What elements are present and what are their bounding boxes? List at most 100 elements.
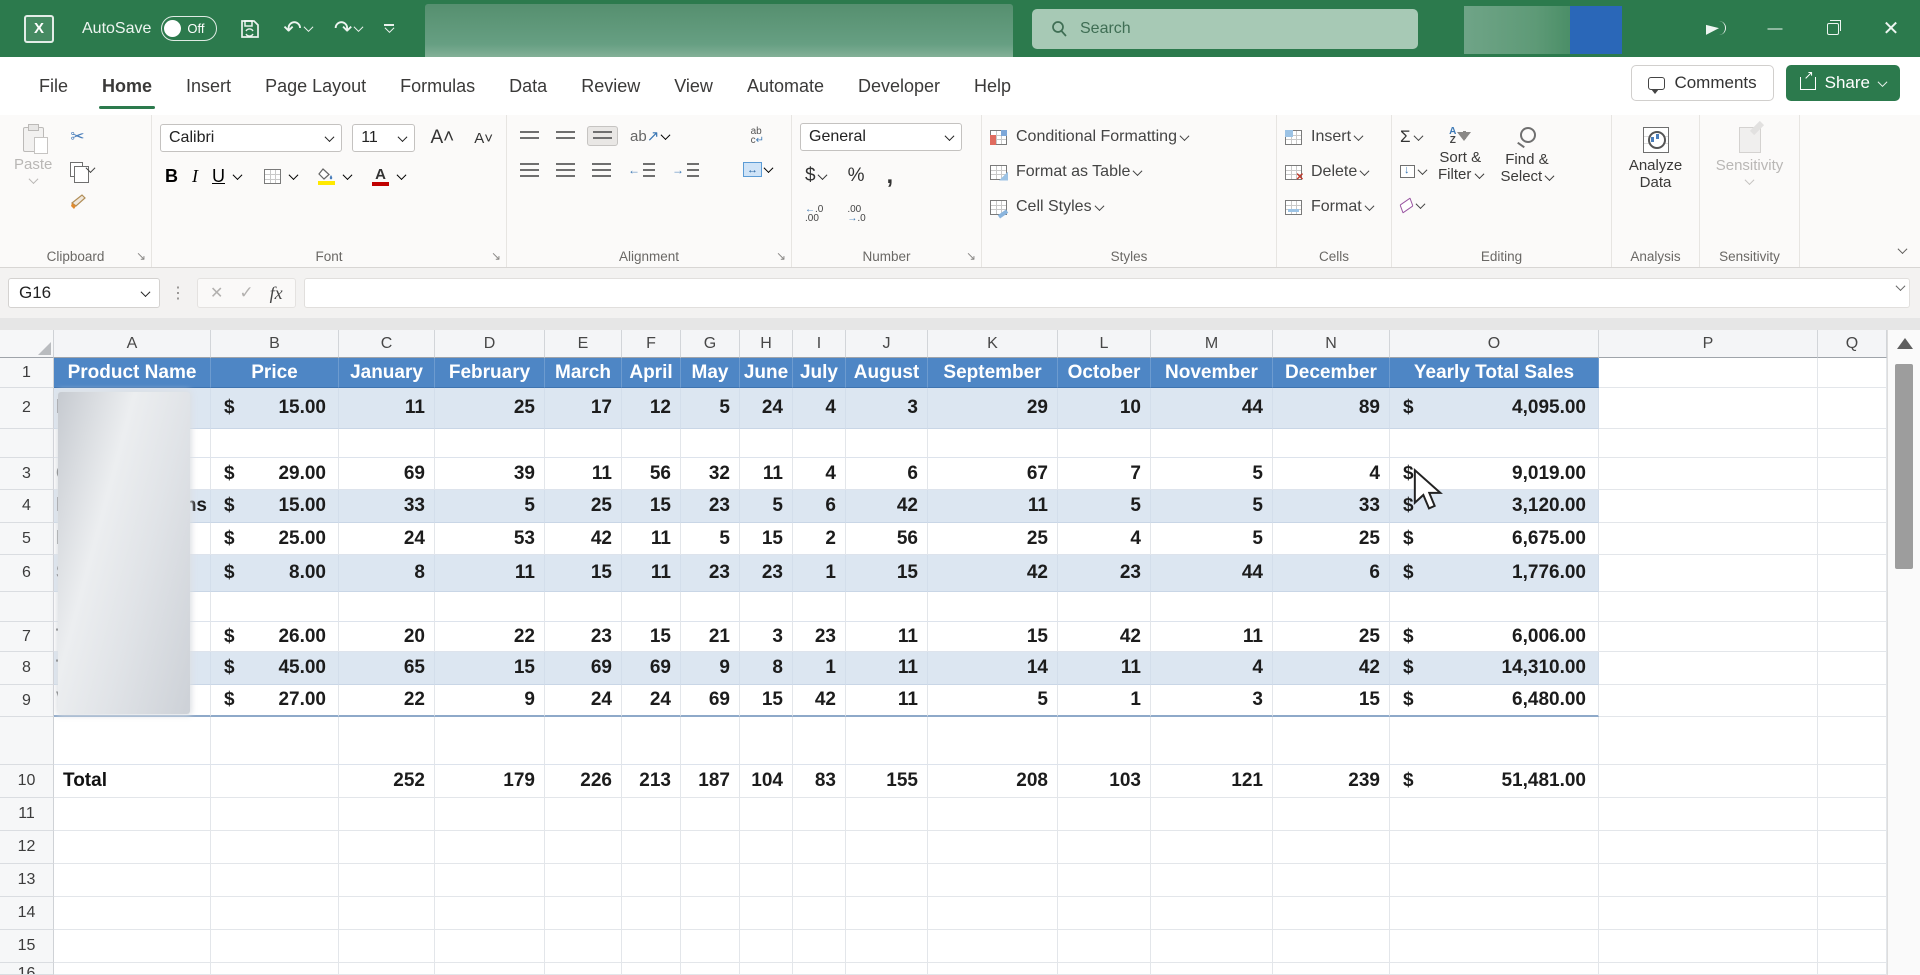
font-color-button[interactable]: A: [367, 164, 394, 190]
cell-H7[interactable]: 3: [740, 622, 793, 652]
cell-L2[interactable]: 10: [1058, 388, 1151, 429]
cell-H[interactable]: [740, 864, 793, 897]
cell-Q[interactable]: [1818, 555, 1887, 592]
cell-M10[interactable]: 121: [1151, 765, 1273, 798]
cell-B[interactable]: [211, 864, 339, 897]
cell-D9[interactable]: 9: [435, 685, 545, 717]
column-header-N[interactable]: N: [1273, 330, 1390, 358]
cell-M[interactable]: [1151, 963, 1273, 975]
cell-L[interactable]: [1058, 930, 1151, 963]
cell-K2[interactable]: 29: [928, 388, 1058, 429]
cell-L[interactable]: [1058, 897, 1151, 930]
middle-align-button[interactable]: [551, 127, 580, 145]
cell-B3[interactable]: $29.00: [211, 458, 339, 490]
maximize-restore-button[interactable]: [1804, 0, 1862, 57]
cell-N[interactable]: [1273, 864, 1390, 897]
cell-F4[interactable]: 15: [622, 490, 681, 523]
cell-Q[interactable]: [1818, 388, 1887, 429]
cell-F[interactable]: [622, 592, 681, 622]
cell-A[interactable]: [54, 831, 211, 864]
cell-L7[interactable]: 42: [1058, 622, 1151, 652]
cell-D[interactable]: [435, 930, 545, 963]
cell-D8[interactable]: 15: [435, 652, 545, 685]
enter-button[interactable]: ✓: [239, 283, 254, 302]
cell-Q[interactable]: [1818, 930, 1887, 963]
cell-D4[interactable]: 5: [435, 490, 545, 523]
decrease-decimal-button[interactable]: .00 →.0: [842, 201, 870, 227]
cell-O[interactable]: [1390, 429, 1599, 458]
row-number[interactable]: [0, 429, 54, 458]
conditional-formatting-button[interactable]: Conditional Formatting: [990, 125, 1190, 149]
cell-A10[interactable]: Total: [54, 765, 211, 798]
cell-K4[interactable]: 11: [928, 490, 1058, 523]
cell-K7[interactable]: 15: [928, 622, 1058, 652]
cell-D[interactable]: [435, 798, 545, 831]
row-number[interactable]: 7: [0, 622, 54, 652]
cell-K8[interactable]: 14: [928, 652, 1058, 685]
cell-C[interactable]: [339, 963, 435, 975]
autosave-control[interactable]: AutoSave Off: [82, 16, 218, 41]
delete-cells-button[interactable]: Delete: [1285, 160, 1373, 184]
cell-N[interactable]: [1273, 592, 1390, 622]
cell-I[interactable]: [793, 963, 846, 975]
cell-E[interactable]: [545, 429, 622, 458]
cell-O[interactable]: [1390, 963, 1599, 975]
cell-D10[interactable]: 179: [435, 765, 545, 798]
cell-F10[interactable]: 213: [622, 765, 681, 798]
cell-N[interactable]: [1273, 831, 1390, 864]
cell-B[interactable]: [211, 798, 339, 831]
cell-F[interactable]: [622, 864, 681, 897]
cell-I4[interactable]: 6: [793, 490, 846, 523]
increase-font-size-button[interactable]: A˄: [430, 127, 455, 148]
cell-C[interactable]: [339, 429, 435, 458]
cell-K5[interactable]: 25: [928, 523, 1058, 555]
cell-P[interactable]: [1599, 429, 1818, 458]
comma-style-button[interactable]: ,: [886, 162, 894, 189]
cell-L[interactable]: [1058, 717, 1151, 765]
cell-J6[interactable]: 15: [846, 555, 928, 592]
search-input[interactable]: Search: [1032, 9, 1418, 49]
cell-Q[interactable]: [1818, 592, 1887, 622]
header-cell-J1[interactable]: August: [846, 358, 928, 388]
cell-N[interactable]: [1273, 798, 1390, 831]
cell-G3[interactable]: 32: [681, 458, 740, 490]
cell-C7[interactable]: 20: [339, 622, 435, 652]
cell-K[interactable]: [928, 717, 1058, 765]
row-number[interactable]: 11: [0, 798, 54, 831]
cell-L5[interactable]: 4: [1058, 523, 1151, 555]
cell-J10[interactable]: 155: [846, 765, 928, 798]
cell-D7[interactable]: 22: [435, 622, 545, 652]
cell-E[interactable]: [545, 930, 622, 963]
cell-G[interactable]: [681, 930, 740, 963]
cell-C[interactable]: [339, 930, 435, 963]
cell-C[interactable]: [339, 897, 435, 930]
cell-B9[interactable]: $27.00: [211, 685, 339, 717]
cell-H[interactable]: [740, 963, 793, 975]
cell-E5[interactable]: 42: [545, 523, 622, 555]
tab-review[interactable]: Review: [581, 75, 641, 96]
cell-J[interactable]: [846, 864, 928, 897]
cell-C[interactable]: [339, 864, 435, 897]
autosum-button[interactable]: Σ: [1400, 125, 1426, 149]
cell-L6[interactable]: 23: [1058, 555, 1151, 592]
column-header-B[interactable]: B: [211, 330, 339, 358]
minimize-button[interactable]: —: [1767, 20, 1783, 37]
cell-J7[interactable]: 11: [846, 622, 928, 652]
cell-Q[interactable]: [1818, 963, 1887, 975]
cell-J[interactable]: [846, 930, 928, 963]
cell-H[interactable]: [740, 930, 793, 963]
cell-H8[interactable]: 8: [740, 652, 793, 685]
scroll-up-arrow-icon[interactable]: [1897, 338, 1913, 349]
cell-Q[interactable]: [1818, 864, 1887, 897]
cell-O9[interactable]: $6,480.00: [1390, 685, 1599, 717]
cell-I10[interactable]: 83: [793, 765, 846, 798]
cell-N5[interactable]: 25: [1273, 523, 1390, 555]
header-cell-N1[interactable]: December: [1273, 358, 1390, 388]
decrease-indent-button[interactable]: ←: [623, 159, 660, 181]
increase-decimal-button[interactable]: ←.0 .00: [800, 201, 828, 227]
cell-K3[interactable]: 67: [928, 458, 1058, 490]
cell-C6[interactable]: 8: [339, 555, 435, 592]
column-header-E[interactable]: E: [545, 330, 622, 358]
scrollbar-thumb[interactable]: [1895, 364, 1913, 569]
